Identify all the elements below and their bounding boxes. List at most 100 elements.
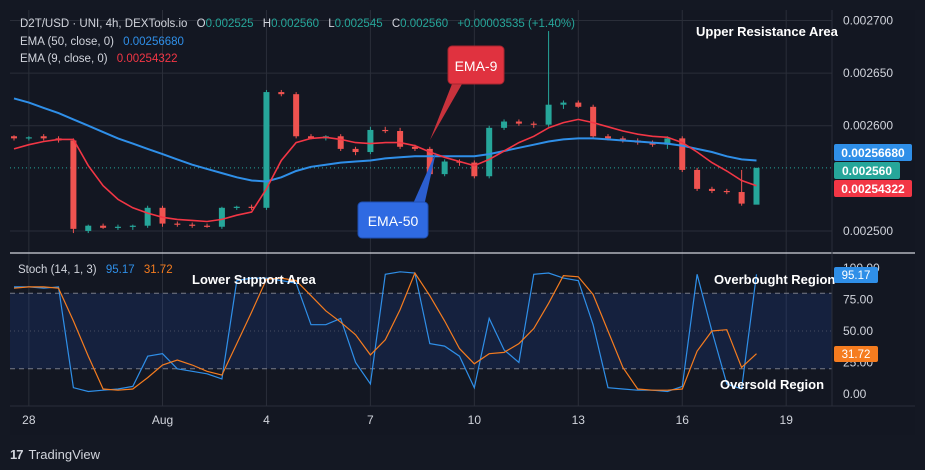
candle-body <box>441 161 448 175</box>
candle-body <box>100 225 107 228</box>
price-axis[interactable]: 0.002700 0.002650 0.002600 0.002500 <box>843 14 893 238</box>
stoch-lines[interactable] <box>13 271 758 393</box>
candle-body <box>753 167 760 205</box>
candle-body <box>649 142 656 145</box>
candle-body <box>411 146 418 149</box>
ema9-badge <box>834 180 912 197</box>
high-value: 0.002560 <box>271 18 319 30</box>
candle-body <box>471 162 478 177</box>
candle-body <box>426 148 433 175</box>
candle-body <box>382 129 389 132</box>
price-tick-label: 0.002600 <box>843 119 893 133</box>
candle-body <box>723 190 730 193</box>
candle-body <box>560 102 567 105</box>
candle-body <box>308 136 314 139</box>
candle-body <box>664 138 671 145</box>
stoch-d-badge-text: 31.72 <box>842 349 871 361</box>
tradingview-brand-text: TradingView <box>28 446 101 462</box>
stoch-k-value: 95.17 <box>106 264 135 276</box>
stoch-d-badge <box>834 346 878 362</box>
candle-body <box>605 136 611 139</box>
ema-lines[interactable] <box>13 97 757 223</box>
time-tick-label: 28 <box>22 413 36 427</box>
time-tick-label: Aug <box>152 413 173 427</box>
ema9-callout: EMA-9 <box>430 45 505 140</box>
candle-body <box>352 148 359 153</box>
ema9-badge-text: 0.00254322 <box>841 182 905 196</box>
ema9-label: EMA (9, close, 0) <box>20 53 108 65</box>
candle-body <box>545 104 552 125</box>
ema9-value: 0.00254322 <box>117 53 178 65</box>
candle-body <box>233 206 240 208</box>
stoch-tick-label: 50.00 <box>843 324 873 338</box>
stoch-legend: Stoch (14, 1, 3) 95.17 31.72 <box>18 264 173 276</box>
time-tick-label: 19 <box>780 413 794 427</box>
stoch-label: Stoch (14, 1, 3) <box>18 264 97 276</box>
overbought-label: Overbought Region <box>714 272 835 287</box>
candle-body <box>248 206 255 208</box>
candle-body <box>70 140 77 229</box>
candle-body <box>679 138 686 170</box>
low-label: L <box>328 18 335 30</box>
candle-body <box>189 224 196 226</box>
candle-body <box>515 121 522 124</box>
ema9-callout-text: EMA-9 <box>455 58 498 74</box>
close-label: C <box>392 18 400 30</box>
stoch-k-badge <box>834 267 878 283</box>
candle-body <box>278 92 285 95</box>
stoch-tick-label: 75.00 <box>843 293 873 307</box>
time-tick-label: 7 <box>367 413 374 427</box>
stoch-k-badge-text: 95.17 <box>842 270 871 282</box>
candle-body <box>129 225 136 227</box>
candle-body <box>694 169 701 189</box>
time-axis[interactable]: 28 Aug 4 7 10 13 16 19 <box>22 413 793 427</box>
ema50-line <box>13 97 757 183</box>
candle-body <box>738 192 745 204</box>
candles[interactable] <box>11 31 760 234</box>
stoch-k-line <box>14 271 758 393</box>
close-value: 0.002560 <box>400 18 448 30</box>
ema50-badge <box>834 144 912 161</box>
stoch-tick-label: 0.00 <box>843 387 867 401</box>
time-tick-label: 4 <box>263 413 270 427</box>
legend-ema50: EMA (50, close, 0) 0.00256680 <box>20 36 184 48</box>
candle-body <box>85 225 92 231</box>
time-tick-label: 10 <box>468 413 482 427</box>
ema50-value: 0.00256680 <box>123 36 184 48</box>
candle-body <box>204 225 211 227</box>
header-legend: D2T/USD · UNI, 4h, DEXTools.io O0.002525… <box>20 18 575 65</box>
candle-body <box>40 136 47 139</box>
legend-ema9: EMA (9, close, 0) 0.00254322 <box>20 53 178 65</box>
upper-resistance-label: Upper Resistance Area <box>696 24 839 39</box>
candle-body <box>159 207 166 224</box>
candle-body <box>708 188 715 191</box>
lower-support-label: Lower Support Area <box>192 272 317 287</box>
footer-brand[interactable]: 17 TradingView <box>10 444 100 464</box>
last-price-badge <box>834 162 900 179</box>
price-badges[interactable]: 0.00256680 0.002560 0.00254322 <box>834 144 912 197</box>
candle-body <box>590 106 597 137</box>
candle-body <box>486 127 493 177</box>
stoch-badges[interactable]: 95.17 31.72 <box>834 267 878 362</box>
candle-body <box>218 207 225 227</box>
candle-body <box>263 92 270 208</box>
tradingview-logo-icon: 17 <box>10 446 24 462</box>
price-tick-label: 0.002700 <box>843 14 893 28</box>
open-label: O <box>197 18 206 30</box>
candle-body <box>11 136 17 139</box>
stoch-d-line <box>13 271 757 391</box>
stoch-d-value: 31.72 <box>144 264 173 276</box>
candle-body <box>144 207 151 226</box>
high-label: H <box>263 18 271 30</box>
candle-body <box>337 136 344 149</box>
time-tick-label: 13 <box>572 413 586 427</box>
ema50-badge-text: 0.00256680 <box>841 146 905 160</box>
symbol-text: D2T/USD · UNI, 4h, DEXTools.io <box>20 18 187 30</box>
ema50-callout: EMA-50 <box>357 152 436 239</box>
candle-body <box>501 121 508 128</box>
time-tick-label: 16 <box>676 413 690 427</box>
candle-body <box>114 226 121 228</box>
candle-body <box>367 129 374 153</box>
